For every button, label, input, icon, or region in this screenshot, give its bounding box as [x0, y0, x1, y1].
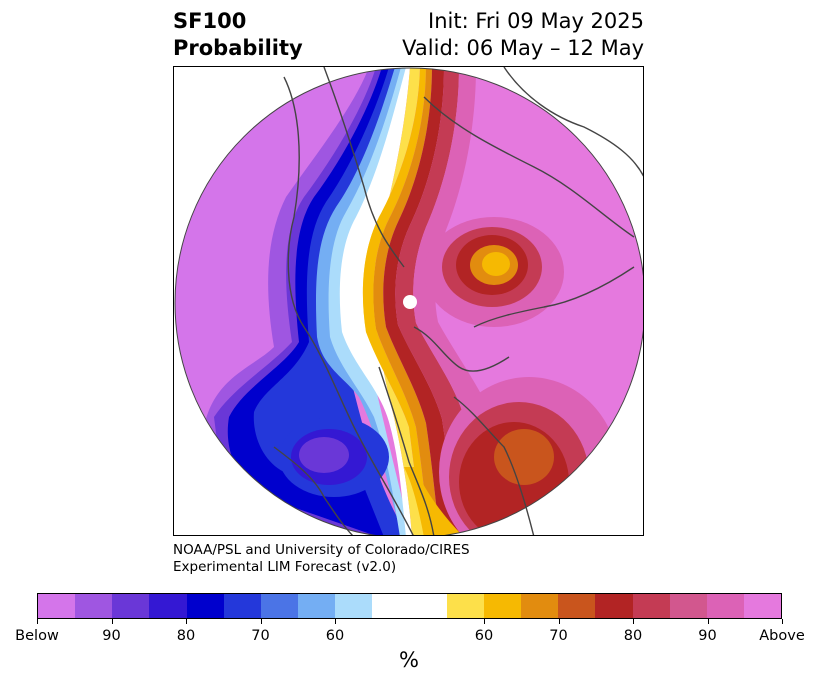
- colorbar-tick-mark: [186, 619, 187, 624]
- colorbar-tick-label: 80: [176, 628, 196, 644]
- colorbar-tick-mark: [335, 619, 336, 624]
- data-credit: NOAA/PSL and University of Colorado/CIRE…: [173, 542, 470, 576]
- probability-map-graphic: [174, 67, 643, 535]
- colorbar-segment: [521, 594, 559, 618]
- forecast-dates: Init: Fri 09 May 2025 Valid: 06 May – 12…: [402, 8, 644, 62]
- colorbar-unit: %: [399, 648, 419, 672]
- colorbar-segment: [632, 594, 670, 618]
- colorbar-tick-label: Above: [759, 628, 805, 644]
- colorbar-segment: [743, 594, 782, 618]
- colorbar-segment: [483, 594, 522, 618]
- colorbar-tick-mark: [111, 619, 113, 624]
- colorbar-tick-mark: [633, 619, 634, 624]
- forecast-map: [173, 66, 644, 536]
- colorbar-tick-label: 60: [325, 628, 345, 644]
- colorbar-tick-mark: [484, 619, 485, 624]
- valid-range: Valid: 06 May – 12 May: [402, 36, 644, 60]
- colorbar-segment: [409, 594, 447, 618]
- colorbar-segment: [706, 594, 744, 618]
- colorbar-tick-label: 80: [623, 628, 643, 644]
- colorbar-segment: [372, 594, 410, 618]
- title-variable: SF100: [173, 9, 247, 33]
- colorbar-segment: [446, 594, 484, 618]
- colorbar-tick-mark: [707, 619, 709, 624]
- colorbar-segment: [112, 594, 150, 618]
- colorbar-segment: [38, 594, 76, 618]
- colorbar-segment: [186, 594, 224, 618]
- colorbar-segment: [75, 594, 113, 618]
- colorbar-tick-label: 60: [474, 628, 494, 644]
- colorbar-tick-label: 90: [102, 628, 121, 644]
- credit-line-1: NOAA/PSL and University of Colorado/CIRE…: [173, 542, 470, 558]
- colorbar-tick-mark: [782, 619, 783, 624]
- colorbar-tick-mark: [260, 619, 262, 624]
- colorbar-segment: [260, 594, 299, 618]
- colorbar-tick-label: 70: [549, 628, 568, 644]
- colorbar-tick-mark: [37, 619, 38, 624]
- colorbar-tick-label: Below: [15, 628, 59, 644]
- colorbar-segment: [298, 594, 336, 618]
- credit-line-2: Experimental LIM Forecast (v2.0): [173, 559, 397, 575]
- colorbar-tick-mark: [558, 619, 560, 624]
- colorbar-segment: [595, 594, 633, 618]
- title-type: Probability: [173, 36, 303, 60]
- colorbar-tick-label: 90: [698, 628, 717, 644]
- init-date: Init: Fri 09 May 2025: [428, 9, 644, 33]
- probability-colorbar: [37, 593, 782, 619]
- colorbar-segment: [669, 594, 707, 618]
- colorbar-segment: [558, 594, 596, 618]
- colorbar-segment: [149, 594, 187, 618]
- map-title: SF100 Probability: [173, 8, 303, 62]
- colorbar-tick-label: 70: [251, 628, 270, 644]
- colorbar-segment: [335, 594, 373, 618]
- colorbar-segment: [223, 594, 261, 618]
